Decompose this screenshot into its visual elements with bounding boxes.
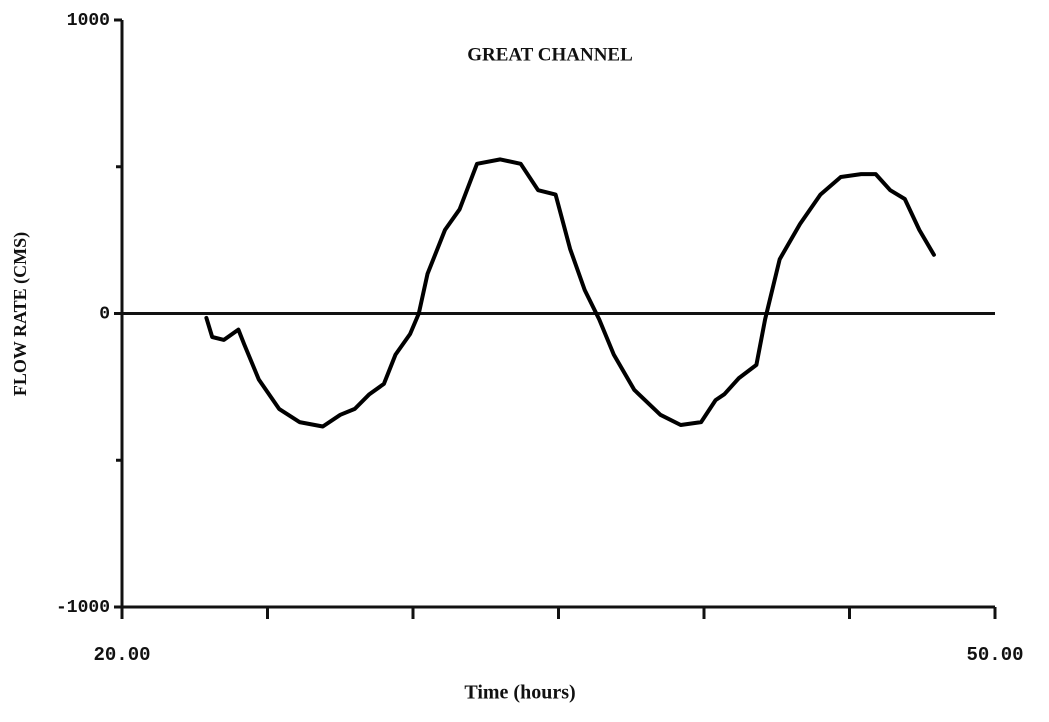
y-axis-label: FLOW RATE (CMS) <box>10 232 31 396</box>
x-tick-label: 50.00 <box>966 644 1023 666</box>
y-tick-label: 0 <box>99 304 110 324</box>
x-axis-label: Time (hours) <box>464 682 575 704</box>
series-line <box>204 157 936 429</box>
y-tick-label: 1000 <box>67 11 110 31</box>
y-tick-label: -1000 <box>56 598 110 618</box>
x-tick-label: 20.00 <box>93 644 150 666</box>
chart-title: GREAT CHANNEL <box>467 44 633 65</box>
